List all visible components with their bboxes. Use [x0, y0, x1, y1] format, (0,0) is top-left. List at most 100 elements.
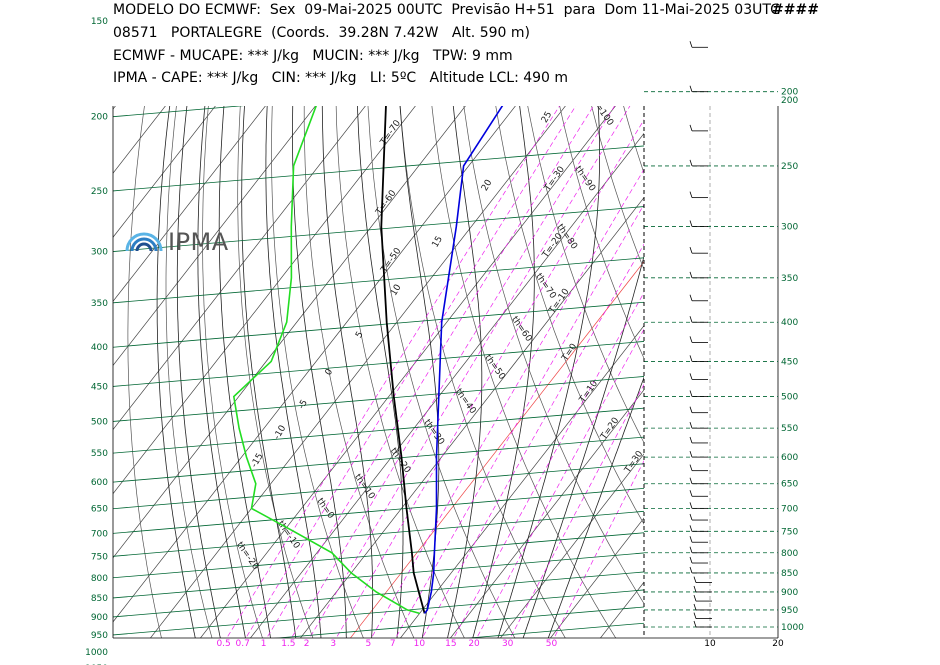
isobar-line [113, 145, 644, 192]
header-ecmwf-indices: ECMWF - MUCAPE: *** J/kg MUCIN: *** J/kg… [113, 48, 513, 64]
moist-adiabat-label: 20 [480, 178, 495, 193]
pressure-label-right: 900 [781, 588, 798, 598]
dry-adiabat-line [303, 106, 415, 638]
mixing-ratio-label: 1 [261, 639, 267, 649]
mixing-ratio-line [309, 106, 631, 638]
wind-barb-flag [689, 546, 693, 553]
isotherm-line [249, 132, 644, 638]
dry-adiabat-line [559, 106, 644, 360]
dry-adiabat-label: th=50 [482, 353, 507, 382]
wind-barb-flag [689, 85, 693, 92]
header-station-line: 08571 PORTALEGRE (Coords. 39.28N 7.42W A… [113, 25, 530, 41]
pressure-label-left: 200 [91, 113, 108, 123]
moist-adiabat-line [472, 106, 535, 638]
pressure-label-right: 450 [781, 357, 798, 367]
dry-adiabat-line [608, 0, 940, 643]
mixing-ratio-line [421, 243, 644, 638]
dry-adiabat-line [591, 106, 644, 271]
moist-adiabat-label: 5 [354, 330, 366, 340]
parcel-curve [380, 106, 426, 614]
isotherm-label: T=10 [577, 379, 600, 406]
pressure-label-right: 300 [781, 223, 798, 233]
pressure-label-left: 400 [91, 343, 108, 353]
isotherm-line [113, 106, 316, 367]
pressure-label-right: 550 [781, 424, 798, 434]
wind-barb-flag [693, 603, 697, 611]
wind-barb-flag [689, 525, 693, 532]
isobar-line [113, 341, 644, 387]
isotherm-line [199, 106, 616, 638]
isotherm-label: T=-40 [558, 81, 583, 111]
pressure-label-right: 950 [781, 606, 798, 616]
isotherm-line [113, 106, 466, 559]
dry-adiabat-line [237, 106, 314, 638]
wind-barb-flag [693, 576, 697, 583]
moist-adiabat-line [497, 106, 600, 638]
pressure-label-right: 500 [781, 392, 798, 402]
isobar-line [273, 606, 644, 638]
moist-adiabat-line [547, 376, 644, 638]
isotherm-line [499, 453, 644, 638]
isobar-line [113, 376, 644, 422]
mixing-ratio-line [395, 203, 644, 638]
isobar-line [113, 589, 644, 636]
isotherm-line [113, 106, 516, 623]
pressure-label-left: 700 [91, 529, 108, 539]
pressure-label-left: 800 [91, 574, 108, 584]
dry-adiabat-line [463, 106, 644, 605]
mixing-ratio-label: 0.5 [216, 639, 230, 649]
wind-barb-flag [693, 620, 697, 628]
ipma-logo: IPMA [124, 228, 229, 256]
mixing-ratio-line [266, 106, 594, 638]
mixing-ratio-label: 20 [468, 639, 480, 649]
isobar-line [113, 206, 644, 252]
moist-adiabat-line [321, 106, 374, 638]
moist-adiabat-label: -15 [250, 452, 266, 470]
wind-barb-flag [689, 450, 693, 458]
mixing-ratio-label: 15 [445, 639, 456, 649]
header-ipma-indices: IPMA - CAPE: *** J/kg CIN: *** J/kg LI: … [113, 70, 569, 86]
dry-adiabat-line [127, 106, 162, 638]
pressure-label-right: 650 [781, 480, 798, 490]
mixing-ratio-label: 50 [546, 639, 558, 649]
dry-adiabat-line [660, 0, 940, 643]
temperature-curve [423, 106, 504, 614]
pressure-label-right: 700 [781, 504, 798, 514]
pressure-label-left: 850 [91, 594, 108, 604]
ipma-logo-text: IPMA [168, 228, 229, 256]
dry-adiabat-line [623, 106, 644, 175]
dry-adiabat-line [686, 0, 940, 643]
wind-barb-flag [689, 373, 693, 380]
wind-barb-flag [689, 355, 693, 362]
mixing-ratio-label: 7 [390, 639, 396, 649]
isotherm-label: T=30 [623, 449, 646, 476]
isotherm-line [299, 196, 644, 638]
wind-barb-flag [693, 585, 697, 593]
isobar-line [464, 622, 644, 638]
mixing-ratio-line [335, 119, 644, 638]
mixing-ratio-label: 0.7 [236, 639, 250, 649]
pressure-label-left: 350 [91, 299, 108, 309]
pressure-label-right-top: 200 [781, 96, 798, 106]
pressure-label-left: 950 [91, 631, 108, 641]
moist-adiabat-line [292, 106, 347, 638]
isotherm-line [113, 106, 416, 495]
moist-adiabat-line [156, 106, 196, 638]
isotherm-line [149, 106, 566, 638]
wind-barb-flag [689, 159, 693, 167]
wind-barb-flag [689, 294, 693, 301]
dry-adiabat-line [495, 106, 644, 525]
dewpoint-curve [232, 106, 420, 615]
wind-barb-flag [689, 477, 693, 484]
dry-adiabat-line [0, 0, 65, 643]
wind-barb-flag [689, 316, 693, 323]
isobar-line [113, 407, 644, 454]
mixing-ratio-label: 5 [366, 639, 372, 649]
header-model-line: MODELO DO ECMWF: Sex 09-Mai-2025 00UTC P… [113, 2, 780, 18]
mixing-ratio-line [553, 460, 644, 638]
dry-adiabat-line [271, 106, 364, 638]
wind-barb-flag [689, 566, 693, 574]
isotherm-label: T=-30 [542, 165, 567, 195]
pressure-label-right: 400 [781, 318, 798, 328]
dry-adiabat-line [527, 106, 644, 444]
